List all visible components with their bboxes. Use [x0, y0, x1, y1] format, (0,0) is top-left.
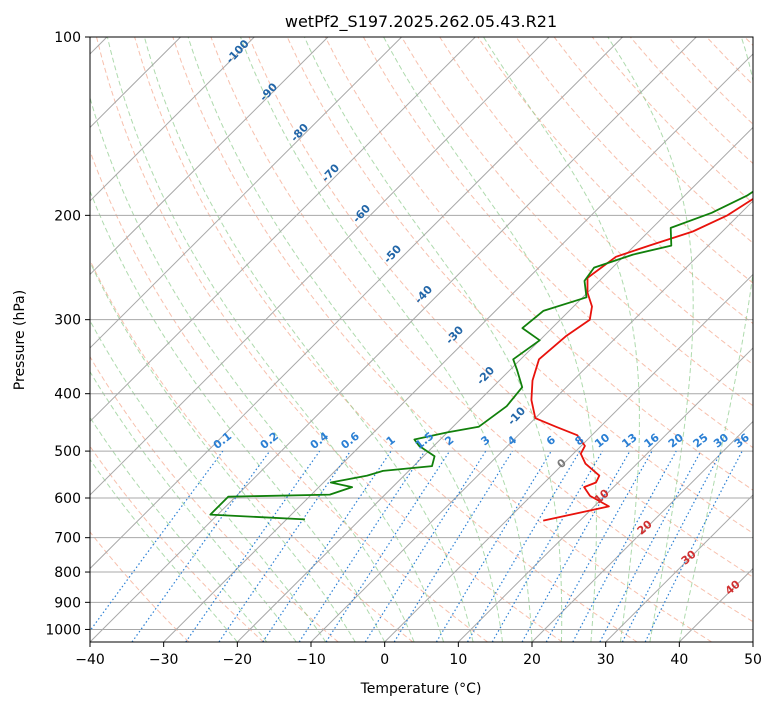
y-tick-label: 600	[54, 491, 81, 507]
isotherm-line	[457, 347, 753, 642]
isotherm-line	[90, 37, 329, 276]
y-tick-label: 100	[54, 30, 81, 46]
isotherm-line	[605, 494, 753, 642]
isotherm-line	[90, 37, 623, 570]
series-layer	[209, 190, 753, 522]
x-axis-title: Temperature (°C)	[360, 681, 482, 697]
x-tick-label: −10	[296, 652, 326, 668]
dry-adiabat-line	[172, 37, 712, 642]
isotherm-line	[236, 126, 753, 642]
x-tick-label: 30	[597, 652, 615, 668]
isotherm-line	[752, 641, 753, 642]
dry-adiabat-line	[248, 37, 753, 578]
dry-adiabat-line	[401, 37, 753, 407]
dry-adiabat-line	[324, 37, 753, 491]
x-tick-label: 10	[449, 652, 467, 668]
mixing-ratio-line	[131, 450, 271, 642]
x-tick-label: 40	[670, 652, 688, 668]
y-tick-label: 800	[54, 565, 81, 581]
isotherm-line	[531, 420, 753, 642]
mixing-ratio-line	[545, 450, 653, 642]
moist-adiabat-line	[240, 37, 533, 642]
mixing-ratio-line	[262, 450, 392, 642]
y-tick-label: 900	[54, 595, 81, 611]
y-tick-label: 1000	[45, 622, 81, 638]
moist-adiabat-line	[90, 458, 238, 642]
isotherm-line	[384, 273, 753, 642]
moist-adiabat-line	[303, 37, 563, 642]
mixing-ratio-line	[572, 450, 677, 642]
moist-adiabat-line	[483, 37, 640, 642]
moist-adiabat-line	[106, 37, 445, 642]
y-tick-label: 300	[54, 313, 81, 329]
mixing-ratio-line	[521, 450, 631, 642]
chart-title: wetPf2_S197.2025.262.05.43.R21	[285, 12, 557, 32]
mixing-ratio-line	[90, 450, 224, 632]
moist-adiabat-line	[187, 37, 503, 642]
y-tick-label: 500	[54, 444, 81, 460]
isotherm-line	[310, 200, 753, 642]
mixing-ratio-line	[644, 450, 743, 642]
temperature-line	[530, 197, 753, 522]
x-tick-label: −20	[223, 652, 253, 668]
moist-adiabat-line	[90, 416, 268, 642]
x-tick-label: −40	[75, 652, 105, 668]
dry-adiabat-line	[90, 149, 488, 642]
mixing-ratio-line	[325, 450, 451, 642]
mixing-ratio-line	[298, 450, 426, 642]
y-tick-label: 400	[54, 387, 81, 403]
dry-adiabat-line	[515, 37, 753, 284]
moist-adiabat-line	[90, 319, 327, 642]
isotherm-line	[163, 53, 753, 642]
moist-adiabat-line	[607, 37, 694, 642]
y-tick-label: 700	[54, 531, 81, 547]
mixing-ratio-line	[364, 450, 487, 642]
x-tick-label: 50	[744, 652, 762, 668]
x-tick-label: −30	[149, 652, 179, 668]
isotherm-line	[90, 37, 476, 423]
moist-adiabat-line	[678, 37, 753, 642]
moist-adiabat-line	[383, 37, 597, 642]
isotherm-line	[90, 37, 697, 642]
x-tick-label: 20	[523, 652, 541, 668]
dewpoint-line	[209, 190, 753, 521]
isotherm-line	[90, 37, 550, 496]
isotherm-line	[90, 37, 255, 202]
dry-adiabat-line	[210, 37, 753, 623]
mixing-ratio-line	[393, 450, 513, 642]
y-axis-title: Pressure (hPa)	[12, 290, 28, 390]
background-lines	[90, 37, 753, 642]
dry-adiabat-line	[439, 37, 753, 366]
dry-adiabat-line	[90, 355, 339, 642]
dry-adiabat-line	[90, 531, 190, 642]
plot-frame	[89, 36, 754, 643]
dry-adiabat-line	[96, 37, 563, 642]
mixing-ratio-line	[218, 450, 351, 642]
moist-adiabat-line	[143, 37, 474, 642]
x-tick-label: 0	[380, 652, 389, 668]
dry-adiabat-line	[134, 37, 638, 642]
dry-adiabat-line	[90, 445, 264, 642]
plot-background	[90, 37, 753, 642]
y-tick-label: 200	[54, 208, 81, 224]
isotherm-line	[90, 37, 402, 349]
moist-adiabat-line	[90, 260, 356, 642]
axis-layer: −40 −30 −20 −10 0 10 20 30 40 50 100 200 300 400 500 60…	[45, 30, 762, 668]
mixing-ratio-line	[185, 450, 321, 642]
moist-adiabat-line	[90, 189, 386, 642]
